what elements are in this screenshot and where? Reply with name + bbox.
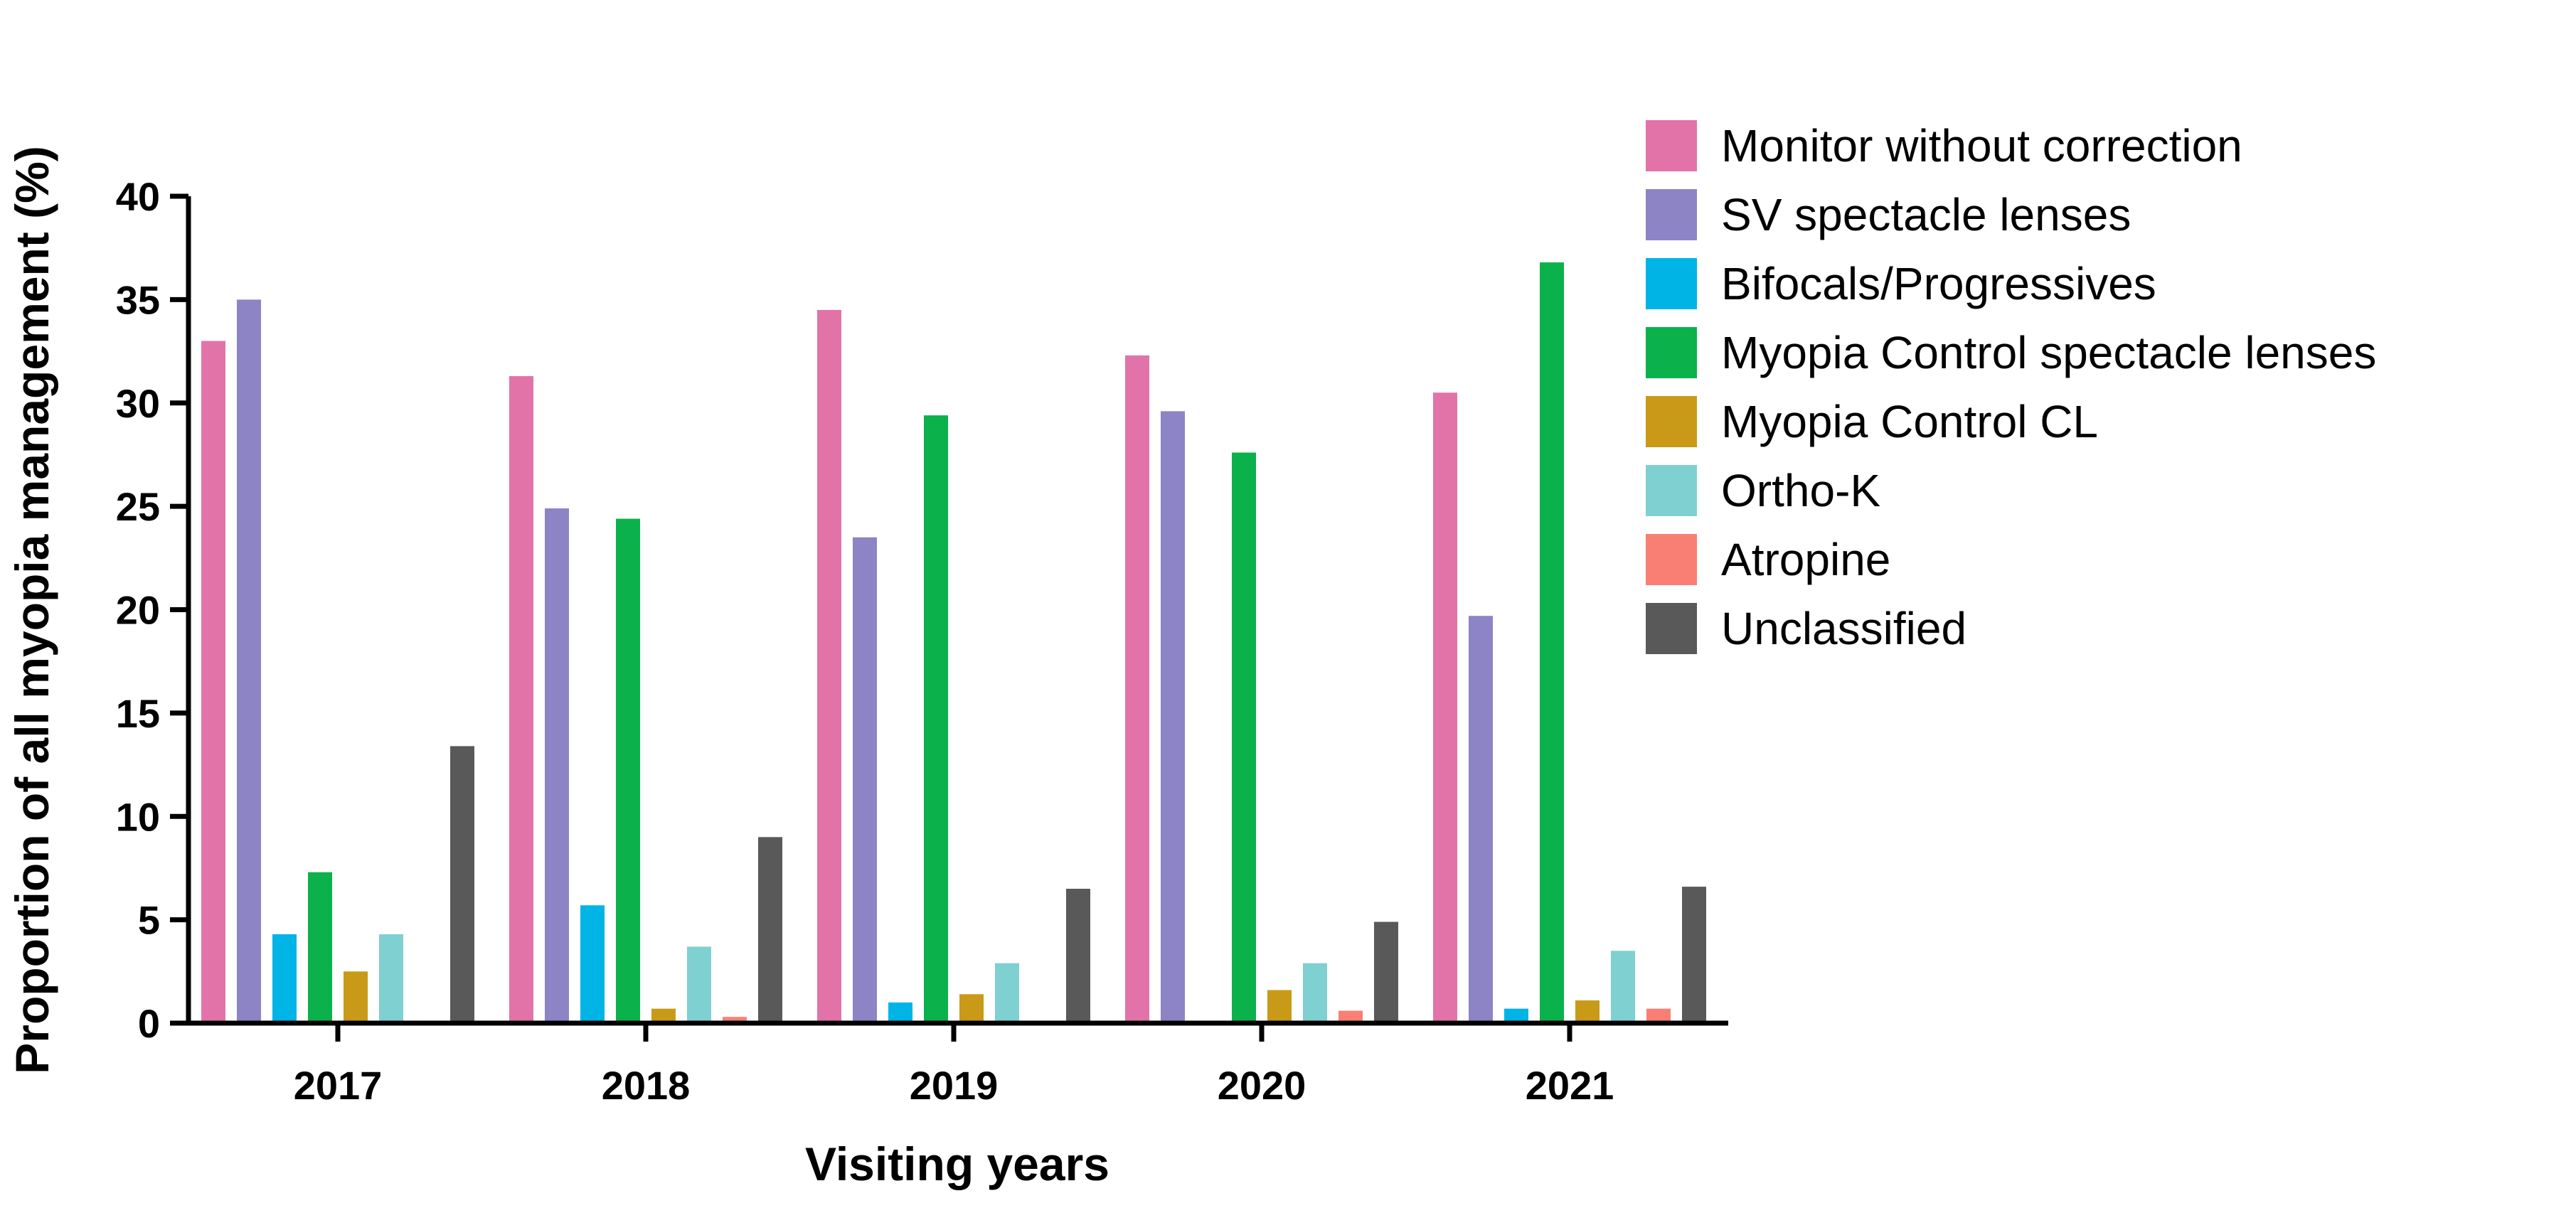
- axes-layer: [186, 196, 1728, 1026]
- bar-ortho-k-2018: [687, 946, 711, 1023]
- legend-swatch: [1646, 396, 1697, 447]
- legend-swatch: [1646, 258, 1697, 309]
- bar-myopia-control-spectacle-lenses-2021: [1540, 262, 1564, 1023]
- bar-bifocals-progressives-2017: [272, 934, 297, 1023]
- bar-myopia-control-cl-2019: [959, 994, 984, 1023]
- y-tick-label: 40: [116, 174, 160, 219]
- bar-bifocals-progressives-2018: [580, 905, 605, 1023]
- bar-ortho-k-2019: [995, 963, 1019, 1023]
- legend-label: Bifocals/Progressives: [1721, 258, 2156, 309]
- bar-myopia-control-spectacle-lenses-2018: [616, 518, 640, 1023]
- y-tick-label: 10: [116, 794, 160, 839]
- legend-label: SV spectacle lenses: [1721, 189, 2131, 240]
- x-axis-title: Visiting years: [805, 1138, 1109, 1190]
- bar-sv-spectacle-lenses-2021: [1469, 616, 1493, 1023]
- bar-monitor-without-correction-2017: [201, 341, 225, 1023]
- x-tick-label: 2017: [294, 1063, 383, 1108]
- bar-monitor-without-correction-2018: [509, 375, 533, 1023]
- bar-ortho-k-2020: [1303, 963, 1327, 1023]
- bar-unclassified-2021: [1682, 887, 1706, 1023]
- legend-label: Ortho-K: [1721, 465, 1880, 516]
- legend-swatch: [1646, 189, 1697, 240]
- bar-sv-spectacle-lenses-2017: [237, 299, 261, 1023]
- x-tick-label: 2021: [1526, 1063, 1614, 1108]
- bar-ortho-k-2021: [1611, 951, 1635, 1023]
- bar-myopia-control-cl-2020: [1267, 990, 1292, 1023]
- y-tick-label: 0: [138, 1001, 160, 1046]
- legend-label: Unclassified: [1721, 603, 1966, 654]
- x-tick-label: 2018: [602, 1063, 691, 1108]
- bar-myopia-control-spectacle-lenses-2019: [924, 415, 948, 1023]
- legend-label: Atropine: [1721, 534, 1890, 585]
- x-ticks-layer: 2017 2018 2019 2020 2021: [294, 1023, 1614, 1108]
- x-tick-label: 2020: [1218, 1063, 1306, 1108]
- legend-label: Myopia Control CL: [1721, 396, 2098, 447]
- bar-myopia-control-cl-2021: [1575, 1000, 1600, 1023]
- bar-unclassified-2017: [450, 746, 474, 1023]
- bar-myopia-control-cl-2017: [344, 971, 368, 1023]
- bar-myopia-control-spectacle-lenses-2017: [308, 872, 332, 1023]
- bars-layer: [201, 262, 1706, 1024]
- y-ticks-layer: 0 5 10 15 20 25 30 35 40: [116, 174, 188, 1046]
- bar-unclassified-2019: [1066, 889, 1090, 1023]
- bar-monitor-without-correction-2020: [1125, 355, 1149, 1023]
- bar-bifocals-progressives-2019: [888, 1002, 912, 1023]
- legend-swatch: [1646, 120, 1697, 171]
- bar-bifocals-progressives-2021: [1504, 1008, 1528, 1023]
- bar-ortho-k-2017: [379, 934, 403, 1023]
- bar-sv-spectacle-lenses-2019: [853, 537, 877, 1023]
- y-tick-label: 25: [116, 484, 160, 529]
- bar-unclassified-2020: [1374, 921, 1398, 1023]
- x-tick-label: 2019: [910, 1063, 999, 1108]
- legend-label: Monitor without correction: [1721, 120, 2242, 171]
- y-tick-label: 30: [116, 381, 160, 426]
- y-tick-label: 15: [116, 691, 160, 736]
- bar-sv-spectacle-lenses-2020: [1161, 411, 1185, 1023]
- bar-atropine-2020: [1338, 1010, 1363, 1023]
- legend-swatch: [1646, 534, 1697, 585]
- bar-atropine-2021: [1646, 1008, 1671, 1023]
- y-tick-label: 35: [116, 277, 160, 322]
- bar-sv-spectacle-lenses-2018: [545, 508, 569, 1023]
- legend-swatch: [1646, 327, 1697, 378]
- legend-swatch: [1646, 603, 1697, 654]
- y-axis-title: Proportion of all myopia management (%): [6, 146, 58, 1074]
- legend-label: Myopia Control spectacle lenses: [1721, 327, 2376, 378]
- bar-myopia-control-cl-2018: [651, 1008, 676, 1023]
- bar-atropine-2018: [723, 1017, 747, 1023]
- legend: Monitor without correction SV spectacle l…: [1646, 120, 2376, 654]
- y-tick-label: 20: [116, 588, 160, 633]
- bar-monitor-without-correction-2019: [817, 309, 841, 1024]
- bar-unclassified-2018: [758, 837, 782, 1023]
- bar-myopia-control-spectacle-lenses-2020: [1232, 452, 1256, 1023]
- bar-monitor-without-correction-2021: [1433, 392, 1457, 1023]
- y-tick-label: 5: [138, 898, 160, 943]
- legend-swatch: [1646, 465, 1697, 516]
